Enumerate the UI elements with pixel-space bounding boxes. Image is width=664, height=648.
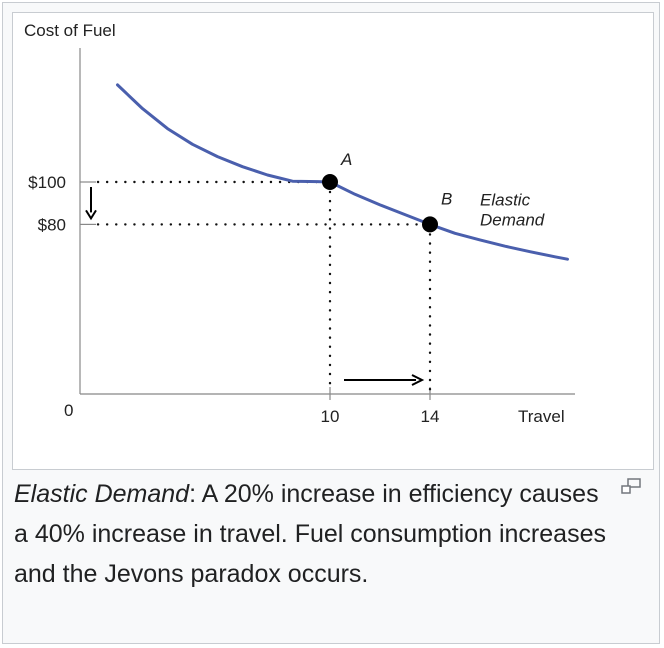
x-axis-title: Travel [518, 407, 565, 426]
point-B [422, 216, 438, 233]
elastic-demand-chart: Cost of Fuel Travel 0 10 14 $100 $80 ElasticDem… [24, 21, 575, 426]
series-label-line-2: Demand [480, 210, 545, 229]
x-tick-label-1: 14 [421, 407, 440, 426]
series-label-line-1: Elastic [480, 190, 531, 209]
y-axis-title: Cost of Fuel [24, 21, 116, 40]
travel-increase-arrowhead [411, 374, 425, 386]
price-decrease-arrowhead [85, 209, 97, 221]
enlarge-icon[interactable] [620, 477, 642, 495]
point-label-A: A [340, 150, 352, 169]
x-tick-label-0: 10 [321, 407, 340, 426]
y-tick-label-1: $80 [38, 215, 66, 234]
figure-caption: Elastic Demand: A 20% increase in effici… [14, 474, 614, 594]
y-tick-label-0: $100 [28, 173, 66, 192]
caption-text: : A 20% increase in efficiency causes a … [14, 480, 606, 588]
point-A [322, 174, 338, 190]
origin-label: 0 [64, 401, 73, 420]
caption-lead: Elastic Demand [14, 480, 190, 508]
point-label-B: B [441, 189, 452, 208]
demand-curve [116, 83, 569, 261]
